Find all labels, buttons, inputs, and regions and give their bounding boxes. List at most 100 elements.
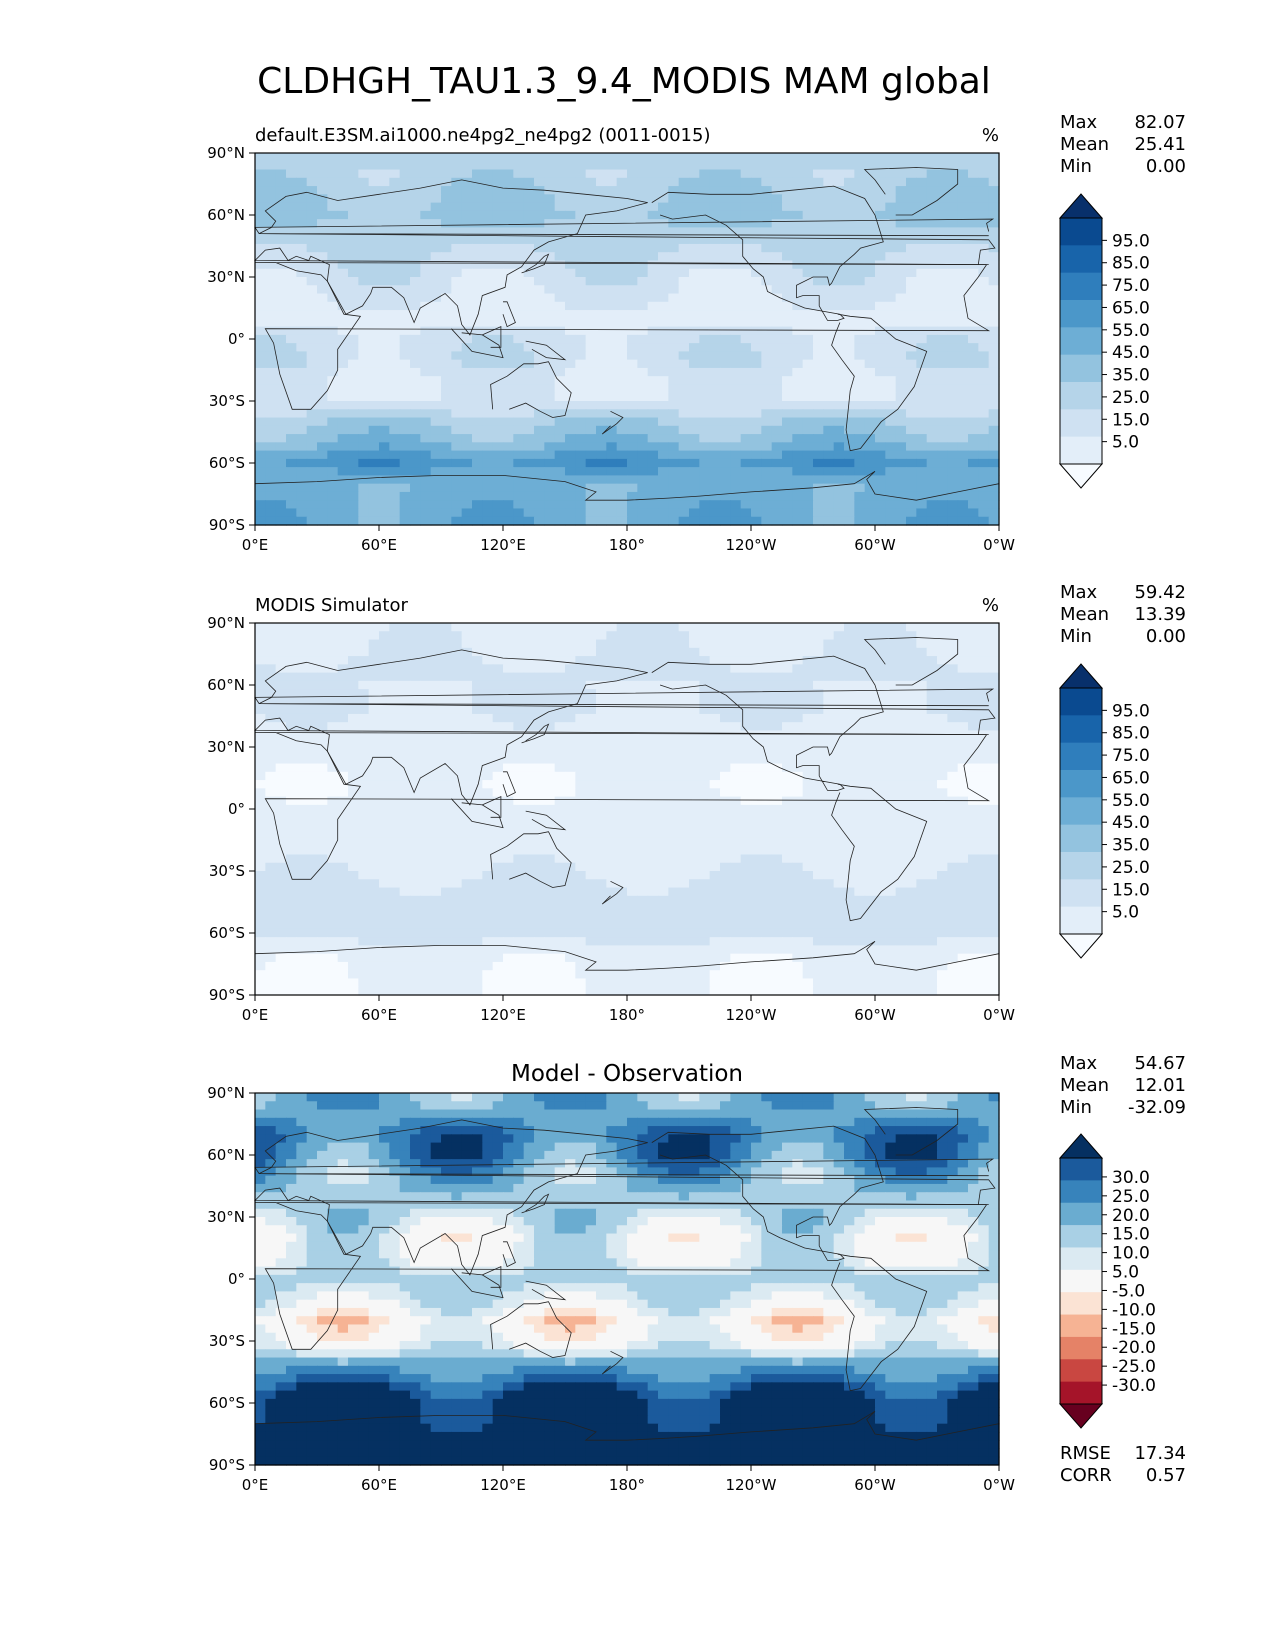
map-cell (399, 417, 411, 427)
map-cell (482, 631, 494, 641)
map-cell (348, 639, 359, 649)
map-cell (813, 202, 824, 212)
map-cell (368, 285, 380, 295)
map-cell (544, 442, 556, 452)
map-cell (482, 252, 494, 262)
map-cell (699, 194, 711, 204)
map-cell (255, 202, 266, 212)
map-cell (740, 186, 752, 195)
map-cell (916, 680, 928, 690)
map-cell (451, 500, 463, 510)
map-cell (358, 804, 370, 814)
map-cell (306, 153, 318, 162)
map-cell (885, 623, 897, 632)
map-cell (802, 491, 814, 501)
map-cell (916, 252, 928, 262)
map-cell (864, 177, 876, 187)
map-cell (813, 730, 824, 740)
map-cell (678, 409, 690, 419)
map-cell (978, 697, 990, 707)
map-cell (472, 508, 483, 518)
map-cell (606, 260, 618, 270)
map-cell (585, 334, 597, 344)
map-cell (472, 475, 483, 485)
map-cell (379, 458, 390, 468)
map-cell (678, 401, 690, 410)
map-cell (988, 796, 1000, 806)
map-cell (658, 409, 669, 419)
map-cell (451, 161, 463, 171)
map-cell (585, 153, 597, 162)
map-cell (957, 500, 969, 510)
map-cell (947, 788, 959, 798)
map-cell (937, 194, 948, 204)
map-cell (761, 500, 773, 510)
map-cell (430, 796, 442, 806)
map-cell (823, 771, 835, 781)
map-cell (523, 194, 535, 204)
map-cell (937, 689, 948, 698)
map-cell (761, 796, 773, 806)
map-cell (709, 647, 721, 657)
map-cell (296, 351, 308, 361)
map-cell (575, 425, 587, 435)
map-cell (668, 376, 680, 386)
map-cell (647, 763, 659, 773)
map-cell (957, 647, 969, 657)
colorbar-segment (1060, 354, 1102, 383)
map-cell (709, 804, 721, 814)
map-cell (554, 483, 566, 493)
map-cell (441, 227, 452, 237)
map-cell (389, 301, 401, 311)
map-cell (647, 434, 659, 443)
map-cell (534, 219, 545, 228)
map-cell (554, 516, 566, 526)
map-cell (968, 401, 979, 410)
map-cell (554, 730, 566, 740)
map-cell (895, 516, 907, 526)
map-cell (771, 434, 783, 443)
map-cell (771, 243, 783, 253)
map-cell (844, 376, 855, 386)
map-cell (658, 153, 669, 162)
map-cell (430, 771, 442, 781)
map-cell (678, 277, 690, 286)
map-cell (689, 376, 700, 386)
map-cell (947, 747, 959, 756)
map-cell (575, 672, 587, 682)
map-cell (937, 647, 948, 657)
map-cell (709, 202, 721, 212)
map-cell (761, 310, 773, 319)
map-cell (751, 384, 762, 394)
map-cell (978, 318, 990, 328)
map-cell (534, 161, 545, 171)
map-cell (275, 169, 287, 179)
map-cell (492, 442, 504, 452)
map-cell (823, 343, 835, 352)
map-cell (358, 788, 370, 798)
map-cell (554, 177, 566, 187)
map-cell (833, 656, 845, 665)
map-cell (947, 326, 959, 336)
map-cell (348, 268, 359, 278)
map-cell (596, 500, 607, 510)
map-cell (823, 664, 835, 674)
map-cell (503, 243, 514, 253)
map-cell (647, 401, 659, 410)
map-cell (957, 318, 969, 328)
map-cell (957, 392, 969, 402)
map-cell (668, 639, 680, 649)
map-cell (833, 442, 845, 452)
map-cell (585, 680, 597, 690)
map-cell (844, 243, 855, 253)
map-cell (544, 458, 556, 468)
map-cell (606, 409, 618, 419)
map-cell (420, 367, 432, 377)
map-cell (410, 747, 421, 756)
map-cell (988, 680, 1000, 690)
map-cell (957, 310, 969, 319)
map-cell (844, 301, 855, 311)
map-cell (689, 639, 700, 649)
map-cell (844, 647, 855, 657)
map-cell (978, 227, 990, 237)
